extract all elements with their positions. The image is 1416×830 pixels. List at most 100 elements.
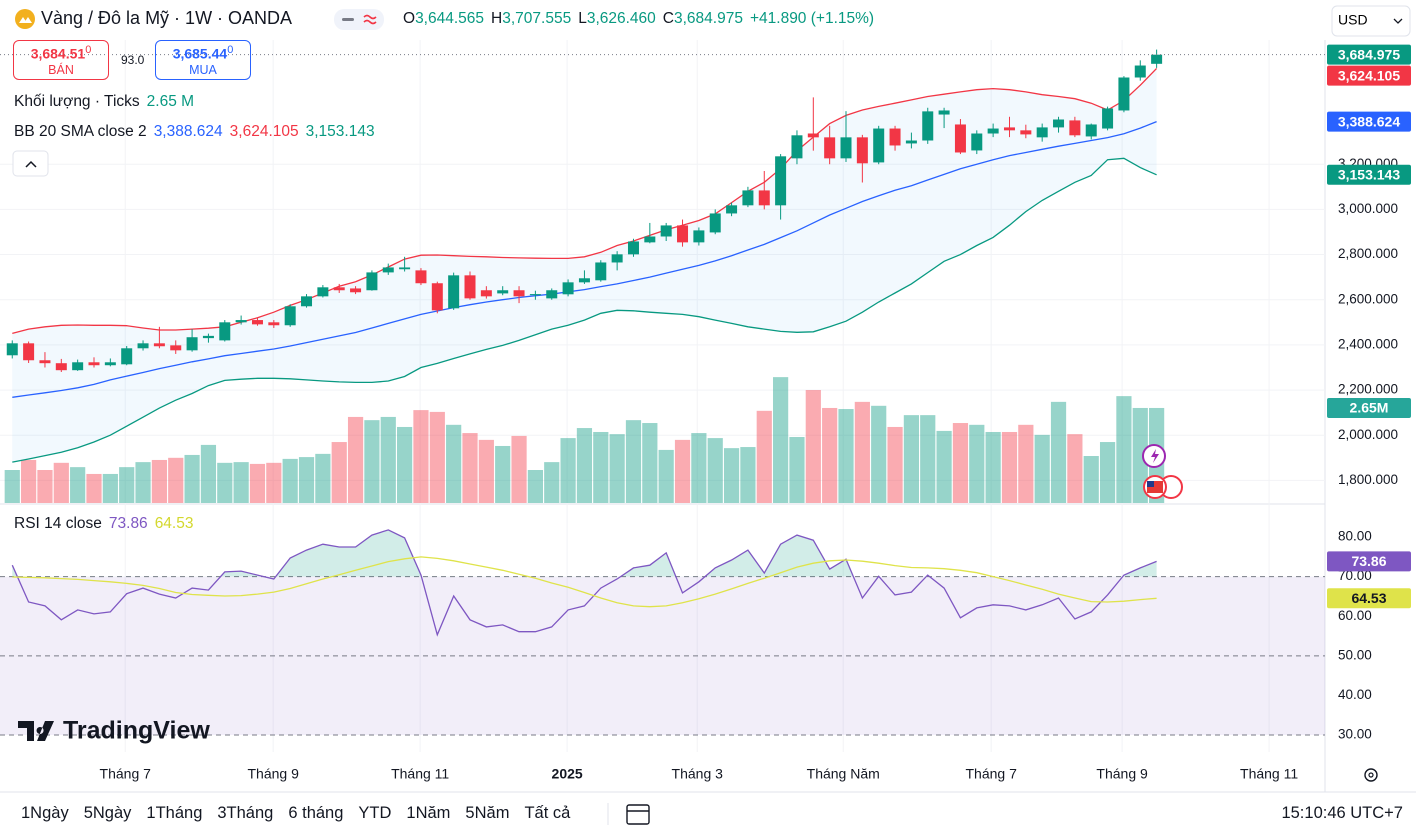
volume-bar: [1034, 434, 1050, 503]
range-button[interactable]: 1Tháng: [146, 804, 203, 822]
sell-price: 3,684.51: [30, 45, 86, 62]
volume-bar: [854, 401, 870, 503]
range-button[interactable]: 5Năm: [465, 804, 510, 822]
volume-bar: [315, 453, 331, 503]
x-tick-label: Tháng 3: [672, 766, 724, 782]
candle-body: [595, 262, 607, 281]
range-button[interactable]: 6 tháng: [288, 804, 344, 822]
volume-bar: [658, 449, 674, 503]
symbol-title: Vàng / Đô la Mỹ · 1W · OANDA: [41, 8, 293, 28]
ohlc-key: L: [578, 10, 587, 27]
volume-bar: [871, 405, 887, 503]
volume-bar: [1018, 424, 1034, 503]
price-badge: 3,684.975: [1327, 44, 1411, 65]
candle-body: [415, 270, 427, 284]
volume-value: 2.65 M: [146, 93, 195, 110]
volume-bar: [21, 459, 37, 503]
bb-lower: 3,153.143: [305, 123, 375, 140]
candle-body: [497, 290, 509, 294]
range-button[interactable]: Tất cả: [524, 804, 571, 822]
rsi-tick-label: 40.00: [1338, 687, 1372, 702]
rsi-tick-label: 80.00: [1338, 529, 1372, 544]
rsi-tick-label: 60.00: [1338, 608, 1372, 623]
volume-bar: [740, 447, 756, 503]
range-button[interactable]: 5Ngày: [83, 804, 132, 822]
candle-body: [742, 190, 754, 206]
volume-bar: [625, 420, 642, 503]
range-button[interactable]: YTD: [358, 804, 392, 822]
candle-body: [366, 272, 378, 291]
buy-label: MUA: [189, 62, 217, 77]
candle-body: [562, 282, 574, 295]
logo-mark: [18, 721, 54, 741]
badge-bg: [1327, 397, 1411, 418]
settings-button[interactable]: [1364, 768, 1378, 782]
candle-body: [1003, 127, 1015, 131]
range-button[interactable]: 1Ngày: [21, 804, 69, 822]
rsi-tick-label: 50.00: [1338, 647, 1372, 662]
ohlc-item: C3,684.975: [663, 10, 743, 28]
volume-title: Khối lượng · Ticks: [14, 93, 140, 110]
y-tick-label: 2,000.000: [1338, 427, 1398, 442]
volume-bar: [723, 448, 740, 503]
currency-select[interactable]: [1331, 5, 1411, 37]
candle-body: [1118, 77, 1130, 111]
ohlc-key: C: [662, 10, 674, 27]
flag-glyph: [1147, 481, 1154, 487]
volume-bar: [119, 467, 135, 503]
ohlc-value: 3,707.555: [502, 10, 572, 27]
volume-bar: [70, 467, 86, 503]
candle-body: [448, 275, 460, 309]
volume-bar: [151, 459, 167, 503]
volume-bar: [298, 457, 315, 503]
candle-body: [72, 362, 84, 371]
volume-bar: [544, 462, 560, 503]
sell-button[interactable]: 3,684.510 BÁN: [13, 40, 109, 80]
ohlc-value: 3,644.565: [415, 10, 485, 27]
ohlc-item: H3,707.555: [491, 10, 571, 28]
ohlc-item: L3,626.460: [578, 10, 656, 28]
price-badge: 73.86: [1327, 551, 1411, 572]
calendar-button[interactable]: [626, 804, 650, 825]
candle-body: [954, 124, 966, 153]
candle-body: [824, 137, 836, 159]
sell-price-row: 3,684.510: [14, 44, 108, 62]
buy-price: 3,685.44: [172, 45, 228, 62]
candle-body: [333, 287, 345, 291]
volume-bar: [249, 463, 266, 503]
x-tick-label: Tháng 9: [247, 766, 299, 782]
candle-body: [529, 294, 541, 296]
volume-bar: [478, 439, 494, 503]
candle-body: [856, 137, 868, 164]
volume-bar: [200, 444, 217, 503]
ohlc-value: 3,626.460: [586, 10, 656, 27]
x-tick-label: Tháng 11: [1240, 766, 1298, 782]
volume-bar: [691, 433, 707, 503]
candle-body: [202, 335, 214, 339]
candle-body: [480, 290, 492, 297]
buy-button[interactable]: 3,685.440 MUA: [155, 40, 251, 80]
ohlc-key: O: [403, 10, 416, 27]
range-button[interactable]: 1Năm: [406, 804, 451, 822]
range-button[interactable]: 3Tháng: [217, 804, 274, 822]
candle-body: [905, 140, 917, 144]
candle-body: [382, 267, 394, 273]
volume-bar: [347, 416, 364, 503]
candle-body: [627, 241, 639, 255]
volume-bar: [37, 470, 53, 503]
candle-body: [693, 230, 705, 243]
volume-bar: [707, 438, 723, 503]
rsi-legend: RSI 14 close 73.86 64.53: [14, 515, 193, 533]
candle-body: [660, 225, 672, 237]
volume-bar: [756, 410, 772, 503]
candle-body: [268, 322, 280, 326]
status-pill[interactable]: [334, 9, 384, 30]
candle-body: [840, 137, 852, 159]
volume-bar: [609, 434, 625, 503]
badge-label: 3,684.975: [1338, 46, 1400, 62]
candle-body: [1134, 65, 1146, 78]
x-tick-label: Tháng 9: [1096, 766, 1148, 782]
candle-body: [121, 348, 133, 365]
ohlc-legend: O3,644.565 H3,707.555 L3,626.460 C3,684.975…: [403, 10, 874, 28]
